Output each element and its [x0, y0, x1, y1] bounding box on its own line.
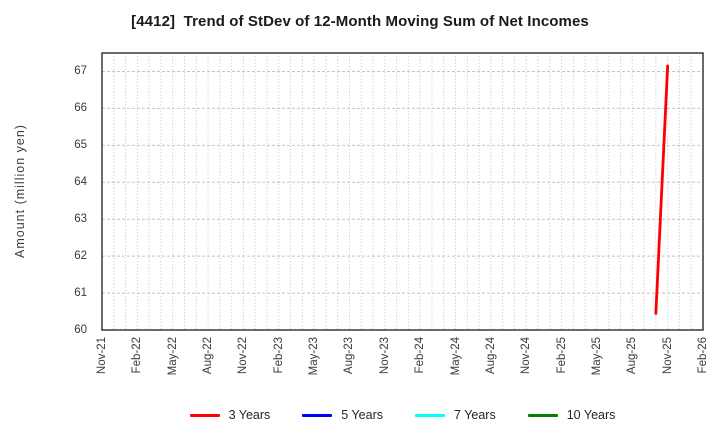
legend-line-swatch-3-years [189, 413, 220, 417]
series-lines [654, 64, 670, 315]
x-tick-label: Feb-25 [555, 337, 568, 374]
y-tick-label: 62 [74, 250, 87, 263]
x-tick-label: Aug-25 [626, 337, 639, 375]
legend-item-3-years: 3 Years [189, 408, 271, 422]
series-line-3-years [654, 64, 670, 315]
legend-item-5-years: 5 Years [302, 408, 383, 422]
legend-line-swatch-7-years [415, 413, 446, 417]
x-tick-label: Feb-22 [131, 337, 144, 374]
legend-item-7-years: 7 Years [415, 408, 496, 422]
x-tick-label: Feb-26 [697, 337, 709, 374]
x-tick-label: Aug-22 [202, 337, 215, 375]
x-tick-label: Feb-24 [414, 337, 427, 374]
x-tick-label: Nov-23 [378, 337, 391, 375]
x-tick-label: Nov-24 [520, 337, 533, 375]
y-tick-label: 63 [74, 213, 87, 226]
legend-label: 7 Years [454, 408, 496, 422]
y-tick-label: 61 [74, 287, 87, 300]
h-gridlines [102, 70, 703, 294]
y-tick-label: 66 [74, 102, 87, 115]
x-tick-label: Nov-22 [237, 337, 250, 375]
legend: 3 Years 5 Years 7 Years 10 Years [102, 404, 703, 426]
x-tick-label: May-25 [590, 337, 603, 376]
v-gridlines [113, 53, 692, 330]
legend-line-swatch-5-years [302, 413, 333, 417]
legend-line-swatch-10-years [527, 413, 558, 417]
y-tick-label: 65 [74, 139, 87, 152]
x-tick-label: Aug-24 [484, 337, 497, 375]
x-tick-label: May-22 [166, 337, 179, 376]
legend-label: 10 Years [566, 408, 616, 422]
x-tick-label: May-23 [308, 337, 321, 376]
legend-item-10-years: 10 Years [527, 408, 616, 422]
x-tick-label: Nov-25 [661, 337, 674, 375]
y-tick-label: 60 [74, 324, 87, 336]
y-tick-label: 64 [74, 176, 87, 189]
x-tick-label: May-24 [449, 337, 462, 376]
chart-title: [4412] Trend of StDev of 12-Month Moving… [131, 13, 589, 30]
plot-border [101, 52, 704, 331]
x-tick-label: Feb-23 [272, 337, 285, 374]
legend-label: 3 Years [228, 408, 271, 422]
legend-label: 5 Years [341, 408, 384, 422]
y-tick-label: 67 [74, 65, 87, 78]
x-tick-label: Nov-21 [96, 337, 108, 375]
x-tick-label: Aug-23 [343, 337, 356, 375]
